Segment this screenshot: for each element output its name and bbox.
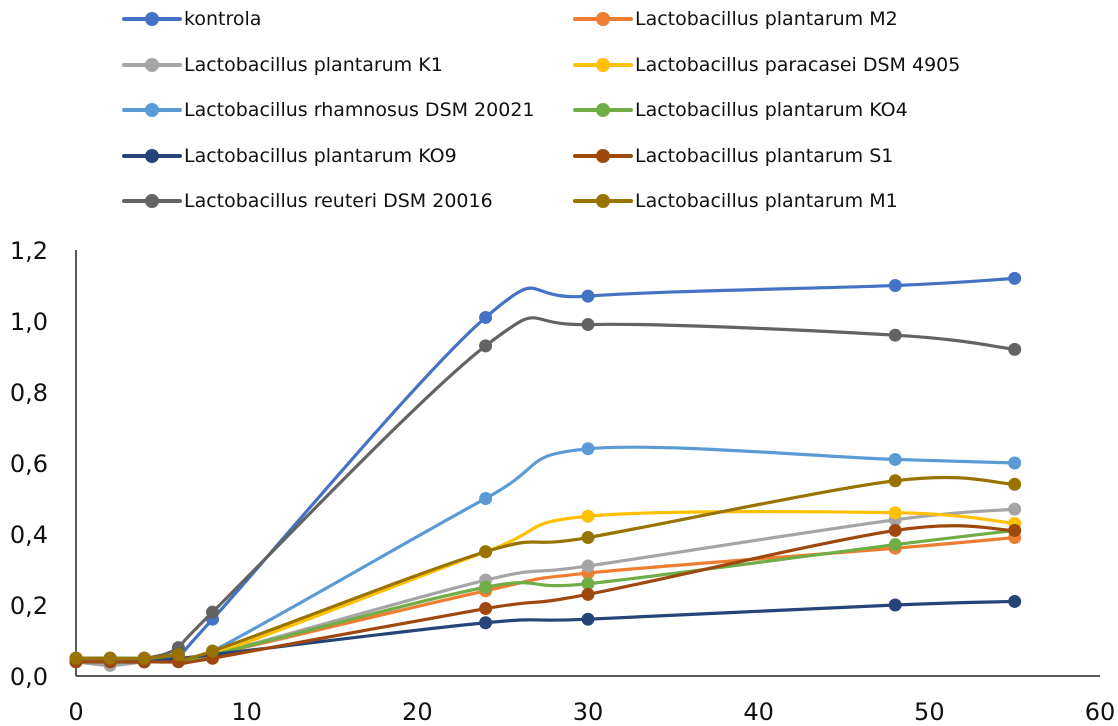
data-point	[889, 599, 902, 612]
y-tick-label: 0,2	[10, 592, 48, 620]
data-point	[1008, 595, 1021, 608]
series-8	[70, 318, 1022, 665]
y-tick-label: 0,0	[10, 663, 48, 691]
data-point	[479, 311, 492, 324]
x-tick-label: 40	[743, 698, 774, 726]
y-tick-label: 0,6	[10, 450, 48, 478]
data-point	[582, 613, 595, 626]
data-point	[582, 290, 595, 303]
series-4	[70, 442, 1022, 664]
data-point	[889, 506, 902, 519]
data-point	[582, 559, 595, 572]
y-tick-label: 0,4	[10, 521, 48, 549]
data-point	[479, 545, 492, 558]
data-point	[889, 453, 902, 466]
data-point	[889, 524, 902, 537]
series-5	[70, 524, 1022, 665]
series-line	[76, 447, 1015, 663]
data-point	[582, 510, 595, 523]
data-point	[889, 329, 902, 342]
x-tick-label: 10	[231, 698, 262, 726]
data-point	[889, 474, 902, 487]
data-point	[172, 648, 185, 661]
data-point	[1008, 343, 1021, 356]
data-point	[138, 652, 151, 665]
data-point	[1008, 272, 1021, 285]
data-point	[479, 602, 492, 615]
data-point	[479, 581, 492, 594]
data-point	[70, 652, 83, 665]
data-point	[889, 279, 902, 292]
x-tick-label: 20	[402, 698, 433, 726]
data-point	[1008, 503, 1021, 516]
x-tick-label: 50	[914, 698, 945, 726]
data-point	[582, 531, 595, 544]
data-point	[582, 442, 595, 455]
data-point	[1008, 524, 1021, 537]
series-line	[76, 477, 1015, 659]
data-point	[889, 538, 902, 551]
x-tick-label: 60	[1085, 698, 1116, 726]
data-point	[479, 339, 492, 352]
x-tick-label: 0	[68, 698, 83, 726]
chart-series	[70, 272, 1022, 672]
y-tick-label: 1,0	[10, 308, 48, 336]
y-tick-label: 1,2	[10, 237, 48, 265]
data-point	[1008, 457, 1021, 470]
data-point	[206, 645, 219, 658]
data-point	[1008, 478, 1021, 491]
data-point	[582, 318, 595, 331]
x-tick-label: 30	[573, 698, 604, 726]
data-point	[479, 616, 492, 629]
data-point	[582, 588, 595, 601]
data-point	[104, 652, 117, 665]
data-point	[206, 606, 219, 619]
y-tick-label: 0,8	[10, 379, 48, 407]
data-point	[479, 492, 492, 505]
